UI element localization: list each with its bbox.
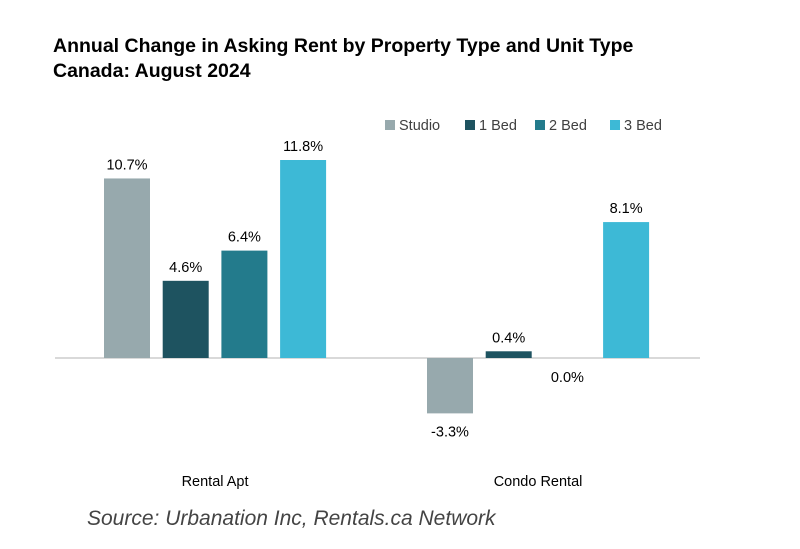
data-label: 8.1% <box>610 201 643 217</box>
legend-label: Studio <box>399 118 440 134</box>
source-note: Source: Urbanation Inc, Rentals.ca Netwo… <box>87 507 496 530</box>
legend-swatch <box>465 120 475 130</box>
legend-swatch <box>610 120 620 130</box>
chart-title: Annual Change in Asking Rent by Property… <box>53 34 633 84</box>
bar-studio-rental-apt <box>104 178 150 358</box>
legend-label: 3 Bed <box>624 118 662 134</box>
bar-3-bed-rental-apt <box>280 160 327 358</box>
legend-label: 2 Bed <box>549 118 587 134</box>
category-label: Condo Rental <box>494 474 583 490</box>
bar-studio-condo-rental <box>427 358 473 414</box>
category-label: Rental Apt <box>182 474 249 490</box>
data-label: 0.0% <box>551 370 584 386</box>
bar-1-bed-rental-apt <box>162 280 209 358</box>
legend-label: 1 Bed <box>479 118 517 134</box>
data-label: 0.4% <box>492 330 525 346</box>
data-label: -3.3% <box>431 424 469 440</box>
legend-swatch <box>535 120 545 130</box>
legend-swatch <box>385 120 395 130</box>
bar-1-bed-condo-rental <box>485 351 532 358</box>
bar-2-bed-rental-apt <box>221 250 268 358</box>
data-label: 4.6% <box>169 260 202 276</box>
data-label: 11.8% <box>283 139 323 155</box>
chart-title-line-2: Canada: August 2024 <box>53 60 251 82</box>
chart-title-line-1: Annual Change in Asking Rent by Property… <box>53 35 634 57</box>
data-label: 10.7% <box>106 157 147 173</box>
data-label: 6.4% <box>228 230 261 246</box>
bar-3-bed-condo-rental <box>603 222 650 358</box>
